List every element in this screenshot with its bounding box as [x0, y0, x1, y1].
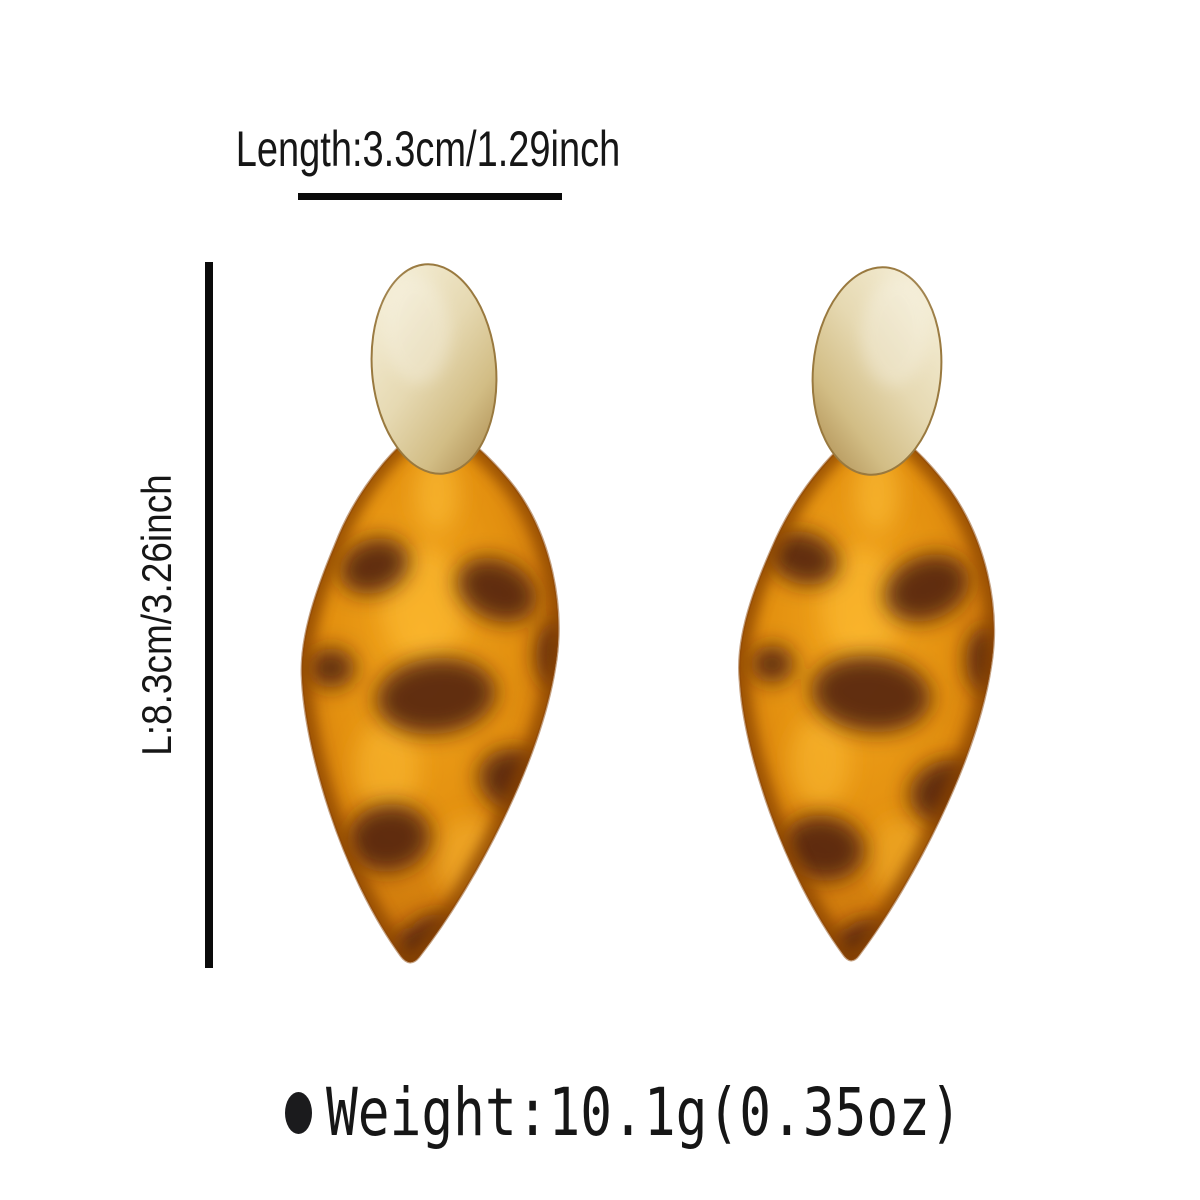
- highlight: [790, 716, 850, 808]
- gold-oval-highlight: [382, 274, 451, 385]
- right-leaf-highlights: [790, 452, 934, 898]
- leopard-spot: [750, 645, 794, 683]
- highlight: [355, 720, 419, 816]
- leopard-spot: [338, 537, 410, 595]
- weight-label: Weight:10.1g(0.35oz): [326, 1074, 962, 1151]
- right-gold-stud: [811, 266, 943, 476]
- length-label: Length:3.3cm/1.29inch: [235, 121, 621, 177]
- left-leaf-outline: [300, 416, 560, 964]
- bullet-icon: [285, 1092, 312, 1134]
- right-earring: [738, 266, 996, 962]
- length-dimension-line: [298, 193, 562, 200]
- weight-annotation: Weight:10.1g(0.35oz): [285, 1080, 1121, 1146]
- leopard-spot: [307, 648, 355, 688]
- left-gold-stud: [370, 263, 498, 475]
- leopard-spot: [781, 814, 865, 882]
- leopard-spot: [884, 554, 970, 622]
- leopard-spot: [456, 557, 538, 623]
- leopard-spot: [811, 655, 931, 733]
- leopard-spot: [767, 530, 839, 586]
- highlight: [822, 548, 902, 664]
- leopard-spot: [376, 657, 496, 735]
- height-dimension-line: [205, 262, 213, 968]
- leopard-spot: [347, 803, 431, 873]
- right-leaf-outline: [738, 418, 996, 962]
- left-earring: [300, 263, 560, 964]
- gold-oval-highlight: [861, 276, 930, 387]
